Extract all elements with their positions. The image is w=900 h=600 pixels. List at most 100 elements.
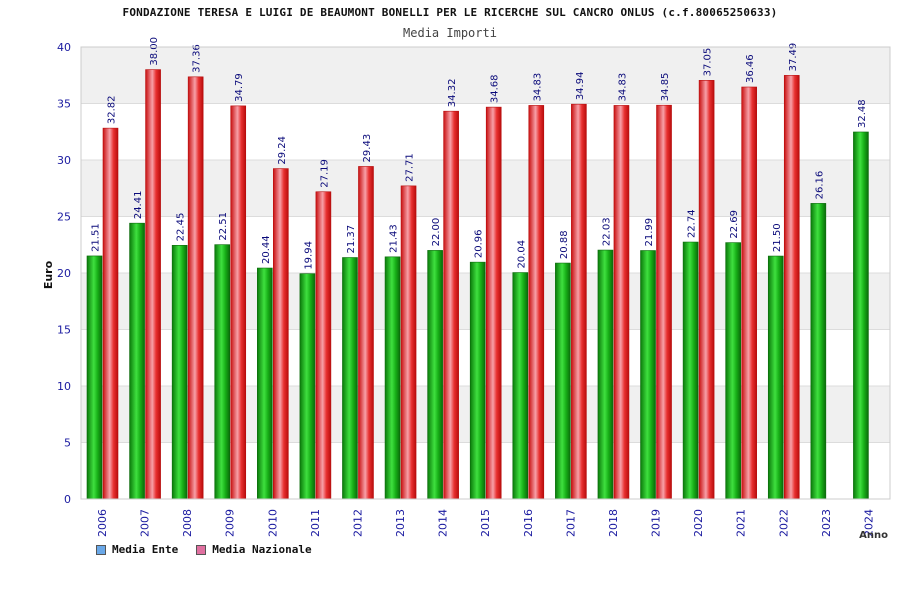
chart-subtitle: Media Importi (403, 26, 497, 40)
data-label: 24.41 (133, 191, 144, 220)
bar-media-nazionale-2007 (145, 69, 161, 500)
data-label: 37.05 (703, 48, 714, 77)
data-label: 38.00 (149, 37, 160, 66)
bar-media-ente-2006 (86, 255, 103, 500)
legend-label-media-nazionale: Media Nazionale (212, 543, 312, 556)
bar-media-ente-2021 (725, 242, 741, 500)
data-label: 20.04 (516, 240, 527, 269)
data-label: 34.83 (532, 73, 543, 102)
x-tick-label: 2016 (522, 509, 535, 537)
bar-media-ente-2012 (342, 257, 358, 500)
x-tick-label: 2006 (96, 509, 109, 537)
y-tick-label: 0 (64, 493, 71, 506)
bar-media-nazionale-2014 (443, 110, 459, 500)
legend-item-media-nazionale: Media Nazionale (196, 543, 312, 556)
bar-media-nazionale-2018 (613, 105, 630, 500)
x-tick-label: 2018 (607, 509, 620, 537)
x-tick-label: 2012 (351, 509, 364, 537)
x-tick-label: 2008 (181, 509, 194, 537)
x-tick-label: 2020 (692, 509, 705, 537)
bar-media-nazionale-2006 (102, 127, 119, 500)
data-label: 27.19 (319, 159, 330, 188)
data-label: 22.74 (687, 209, 698, 238)
y-tick-label: 20 (57, 267, 71, 280)
data-label: 20.96 (474, 230, 485, 259)
bar-media-ente-2019 (640, 250, 656, 500)
legend-label-media-ente: Media Ente (112, 543, 179, 556)
bar-media-ente-2007 (129, 222, 145, 500)
data-label: 34.68 (490, 74, 501, 103)
y-tick-label: 30 (57, 154, 71, 167)
bar-media-nazionale-2008 (187, 76, 204, 500)
y-tick-label: 35 (57, 98, 71, 111)
bar-media-nazionale-2022 (783, 75, 800, 500)
data-label: 34.85 (660, 73, 671, 102)
x-tick-label: 2017 (564, 509, 577, 537)
bar-media-ente-2011 (299, 273, 316, 500)
data-label: 29.24 (277, 136, 288, 165)
data-label: 22.69 (729, 210, 740, 239)
data-label: 20.44 (261, 235, 272, 264)
y-axis-label: Euro (42, 260, 55, 289)
data-label: 22.45 (176, 213, 187, 242)
data-label: 26.16 (814, 171, 825, 200)
y-tick-label: 5 (64, 437, 71, 450)
bar-media-nazionale-2011 (315, 191, 332, 500)
bar-media-nazionale-2016 (528, 105, 545, 500)
legend-swatch-media-ente (96, 544, 106, 555)
plot-border (80, 46, 891, 500)
x-tick-label: 2013 (394, 509, 407, 537)
data-label: 29.43 (362, 134, 373, 163)
bar-media-nazionale-2017 (571, 103, 587, 500)
data-label: 37.49 (788, 43, 799, 72)
bar-media-nazionale-2015 (485, 106, 502, 500)
x-tick-label: 2010 (266, 509, 279, 537)
data-label: 20.88 (559, 230, 570, 259)
bar-media-ente-2010 (257, 267, 273, 500)
x-tick-label: 2009 (224, 509, 237, 537)
bar-media-nazionale-2020 (698, 80, 715, 500)
bar-media-nazionale-2019 (656, 104, 672, 500)
data-label: 21.50 (772, 223, 783, 252)
data-label: 21.51 (91, 223, 102, 252)
data-label: 22.00 (431, 218, 442, 247)
data-label: 34.83 (617, 73, 628, 102)
data-label: 21.99 (644, 218, 655, 247)
bar-media-ente-2008 (171, 245, 188, 500)
bar-media-ente-2013 (384, 256, 401, 500)
x-tick-label: 2007 (139, 509, 152, 537)
bar-media-nazionale-2009 (230, 105, 247, 500)
data-label: 21.43 (389, 224, 400, 253)
bar-media-ente-2020 (682, 241, 699, 500)
data-label: 22.03 (601, 217, 612, 246)
legend-item-media-ente: Media Ente (96, 543, 178, 556)
data-label: 34.32 (447, 79, 458, 108)
bar-media-ente-2016 (512, 272, 529, 500)
data-label: 19.94 (303, 241, 314, 270)
x-tick-label: 2022 (777, 509, 790, 537)
x-tick-label: 2014 (437, 509, 450, 537)
data-label: 32.82 (107, 95, 118, 124)
x-tick-label: 2024 (862, 509, 875, 537)
bar-media-ente-2024 (853, 131, 869, 500)
bar-media-ente-2022 (767, 255, 784, 500)
data-label: 32.48 (857, 99, 868, 128)
bar-media-nazionale-2021 (741, 86, 757, 500)
x-tick-label: 2023 (820, 509, 833, 537)
x-tick-label: 2015 (479, 509, 492, 537)
data-label: 21.37 (346, 225, 357, 254)
y-tick-label: 15 (57, 324, 71, 337)
bar-media-ente-2017 (555, 262, 571, 500)
bar-media-ente-2018 (597, 249, 614, 500)
bar-media-ente-2023 (810, 203, 827, 500)
x-tick-label: 2021 (735, 509, 748, 537)
y-tick-label: 10 (57, 380, 71, 393)
y-tick-label: 40 (57, 41, 71, 54)
x-tick-label: 2011 (309, 509, 322, 537)
data-label: 36.46 (745, 54, 756, 83)
legend: Media Ente Media Nazionale (96, 543, 312, 556)
y-tick-label: 25 (57, 211, 71, 224)
bar-media-nazionale-2012 (358, 166, 374, 500)
data-label: 34.94 (575, 72, 586, 101)
